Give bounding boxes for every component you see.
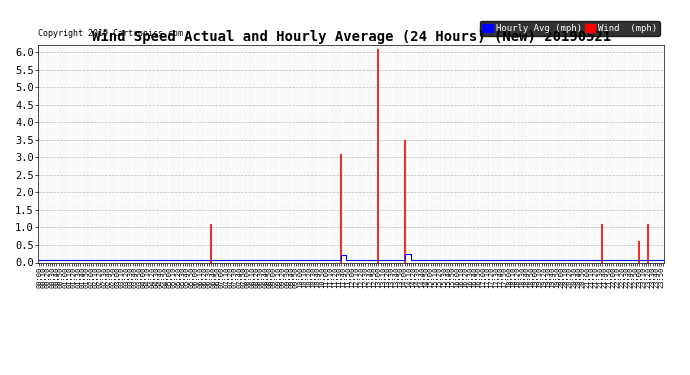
- Title: Wind Speed Actual and Hourly Average (24 Hours) (New) 20190521: Wind Speed Actual and Hourly Average (24…: [92, 30, 611, 44]
- Legend: Hourly Avg (mph), Wind  (mph): Hourly Avg (mph), Wind (mph): [480, 21, 660, 36]
- Text: Copyright 2019 Cartronics.com: Copyright 2019 Cartronics.com: [38, 30, 183, 39]
